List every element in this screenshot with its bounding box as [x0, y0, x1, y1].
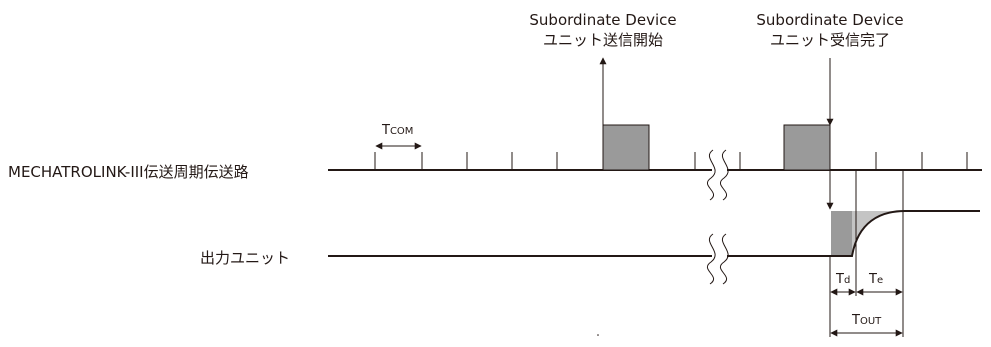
- output-signal-label: 出力ユニット: [200, 249, 291, 267]
- send-start-line2: ユニット送信開始: [542, 31, 664, 49]
- td-main: T: [836, 272, 844, 287]
- bus-signal-label: MECHATROLINK-III伝送周期伝送路: [8, 163, 249, 181]
- tout-sub: OUT: [859, 316, 882, 327]
- recv-complete-line1: Subordinate Device: [756, 11, 904, 29]
- receive-packet: [783, 124, 831, 171]
- tcom-label: TCOM: [382, 123, 413, 138]
- output-signal: [727, 210, 980, 257]
- td-label: Td: [836, 272, 850, 287]
- te-main: T: [869, 272, 877, 287]
- dead-time-fill: [831, 211, 852, 256]
- recv-complete-line2: ユニット受信完了: [769, 31, 891, 49]
- break-mark-bus: [706, 149, 729, 201]
- td-sub: d: [843, 275, 851, 286]
- dot-mark: [597, 334, 599, 336]
- tcom-main: T: [382, 123, 390, 138]
- recv-complete-label: Subordinate Device ユニット受信完了: [756, 10, 903, 50]
- break-mark-output: [706, 233, 729, 285]
- tout-label: TOUT: [852, 313, 881, 328]
- tout-main: T: [852, 313, 860, 328]
- send-packet: [602, 124, 650, 171]
- send-start-line1: Subordinate Device: [529, 11, 677, 29]
- send-start-label: Subordinate Device ユニット送信開始: [529, 10, 676, 50]
- te-sub: e: [876, 275, 884, 286]
- te-label: Te: [869, 272, 883, 287]
- bus-period-ticks: [374, 152, 968, 170]
- tcom-sub: COM: [389, 126, 414, 137]
